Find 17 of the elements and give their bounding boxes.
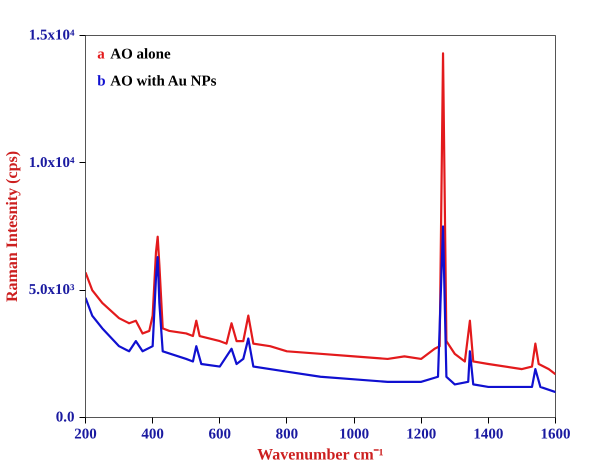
text: b AO with Au NPs <box>97 73 217 90</box>
x-tick-label: 600 <box>208 426 232 442</box>
x-axis-title: Wavenumber cm⁻¹ <box>257 446 384 464</box>
y-tick-label: 1.0x10⁴ <box>28 154 76 171</box>
x-tick-label: 1200 <box>406 426 436 442</box>
x-tick-label: 1000 <box>339 426 370 442</box>
y-tick-label: 0.0 <box>56 410 74 426</box>
text: a AO alone <box>97 46 172 63</box>
line-series <box>86 225 556 394</box>
x-tick-label: 200 <box>74 426 97 442</box>
x-tick-label: 1400 <box>473 426 504 442</box>
y-tick-label: 5.0x10³ <box>28 282 76 298</box>
x-tick-label: 800 <box>276 426 298 442</box>
x-tick-label: 400 <box>141 426 164 442</box>
y-tick-label: 1.5x10⁴ <box>28 28 76 44</box>
y-axis-title: Raman Intesnity (cps) <box>4 150 21 302</box>
x-tick-label: 1600 <box>540 426 570 442</box>
